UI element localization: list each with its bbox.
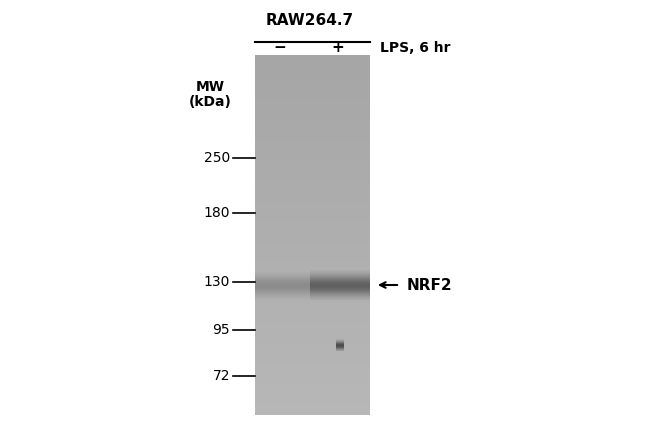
Text: MW: MW	[196, 80, 224, 94]
Text: (kDa): (kDa)	[188, 95, 231, 109]
Text: LPS, 6 hr: LPS, 6 hr	[380, 41, 450, 55]
Text: 180: 180	[203, 206, 230, 220]
Text: 130: 130	[203, 275, 230, 289]
Text: −: −	[274, 40, 287, 55]
Text: +: +	[332, 40, 344, 55]
Text: 72: 72	[213, 369, 230, 383]
Text: RAW264.7: RAW264.7	[266, 13, 354, 28]
Text: 95: 95	[213, 323, 230, 337]
Text: NRF2: NRF2	[407, 277, 452, 292]
Text: 250: 250	[203, 151, 230, 165]
